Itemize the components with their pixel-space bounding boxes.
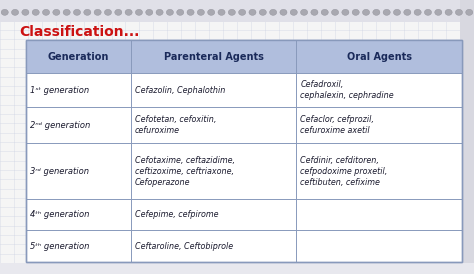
- Ellipse shape: [238, 9, 246, 15]
- Ellipse shape: [1, 9, 8, 15]
- Ellipse shape: [63, 9, 70, 15]
- Ellipse shape: [228, 9, 236, 15]
- Ellipse shape: [321, 9, 328, 15]
- Text: Cefotaxime, ceftazidime,
ceftizoxime, ceftriaxone,
Cefoperazone: Cefotaxime, ceftazidime, ceftizoxime, ce…: [135, 156, 235, 187]
- Text: Cefepime, cefpirome: Cefepime, cefpirome: [135, 210, 218, 219]
- Ellipse shape: [43, 9, 50, 15]
- Bar: [460, 0, 474, 274]
- Bar: [0, 0, 474, 22]
- Ellipse shape: [393, 9, 401, 15]
- Text: Oral Agents: Oral Agents: [347, 52, 412, 62]
- Ellipse shape: [404, 9, 411, 15]
- Ellipse shape: [218, 9, 225, 15]
- Ellipse shape: [84, 9, 91, 15]
- Text: 5ᵗʰ generation: 5ᵗʰ generation: [30, 242, 89, 251]
- Ellipse shape: [156, 9, 163, 15]
- Ellipse shape: [208, 9, 215, 15]
- Ellipse shape: [270, 9, 277, 15]
- Ellipse shape: [456, 9, 463, 15]
- Ellipse shape: [435, 9, 442, 15]
- Text: Cefdinir, cefditoren,
cefpodoxime proxetil,
ceftibuten, cefixime: Cefdinir, cefditoren, cefpodoxime proxet…: [300, 156, 387, 187]
- Ellipse shape: [342, 9, 349, 15]
- Text: Ceftaroline, Ceftobiprole: Ceftaroline, Ceftobiprole: [135, 242, 233, 251]
- Text: 1ˢᵗ generation: 1ˢᵗ generation: [30, 86, 89, 95]
- Ellipse shape: [11, 9, 18, 15]
- Ellipse shape: [73, 9, 81, 15]
- Ellipse shape: [280, 9, 287, 15]
- Ellipse shape: [363, 9, 370, 15]
- Ellipse shape: [352, 9, 359, 15]
- Text: Generation: Generation: [48, 52, 109, 62]
- Text: Cefotetan, cefoxitin,
cefuroxime: Cefotetan, cefoxitin, cefuroxime: [135, 115, 216, 135]
- Ellipse shape: [290, 9, 297, 15]
- Text: Classification...: Classification...: [19, 25, 139, 39]
- Bar: [26, 40, 462, 262]
- Text: 2ⁿᵈ generation: 2ⁿᵈ generation: [30, 121, 90, 130]
- Text: Cefazolin, Cephalothin: Cefazolin, Cephalothin: [135, 86, 225, 95]
- Ellipse shape: [53, 9, 60, 15]
- Ellipse shape: [259, 9, 266, 15]
- Ellipse shape: [136, 9, 143, 15]
- Ellipse shape: [465, 9, 473, 15]
- Ellipse shape: [445, 9, 452, 15]
- Bar: [26, 40, 462, 73]
- Text: Parenteral Agents: Parenteral Agents: [164, 52, 264, 62]
- Ellipse shape: [187, 9, 194, 15]
- Ellipse shape: [115, 9, 122, 15]
- Ellipse shape: [373, 9, 380, 15]
- Ellipse shape: [146, 9, 153, 15]
- Ellipse shape: [331, 9, 338, 15]
- Ellipse shape: [424, 9, 431, 15]
- Text: Cefadroxil,
cephalexin, cephradine: Cefadroxil, cephalexin, cephradine: [300, 80, 394, 100]
- Ellipse shape: [197, 9, 204, 15]
- Ellipse shape: [249, 9, 256, 15]
- Ellipse shape: [125, 9, 132, 15]
- Text: Cefaclor, cefprozil,
cefuroxime axetil: Cefaclor, cefprozil, cefuroxime axetil: [300, 115, 374, 135]
- Ellipse shape: [383, 9, 390, 15]
- Bar: [26, 40, 462, 262]
- Ellipse shape: [22, 9, 29, 15]
- Bar: [0, 263, 474, 274]
- Ellipse shape: [166, 9, 173, 15]
- Ellipse shape: [94, 9, 101, 15]
- Ellipse shape: [301, 9, 308, 15]
- Ellipse shape: [414, 9, 421, 15]
- Ellipse shape: [32, 9, 39, 15]
- Text: 4ᵗʰ generation: 4ᵗʰ generation: [30, 210, 89, 219]
- Text: 3ʳᵈ generation: 3ʳᵈ generation: [30, 167, 89, 176]
- Ellipse shape: [104, 9, 111, 15]
- Ellipse shape: [177, 9, 184, 15]
- Ellipse shape: [311, 9, 318, 15]
